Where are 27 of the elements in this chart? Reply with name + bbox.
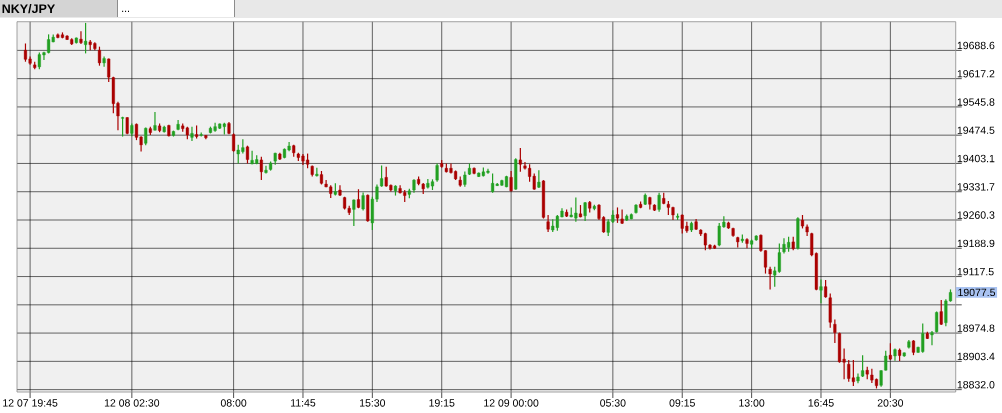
x-tick-label: 09:15 (669, 399, 695, 407)
x-tick-label: 05:30 (600, 399, 626, 407)
x-tick-label: 12 08 02:30 (104, 399, 160, 407)
x-tick-label: 08:00 (220, 399, 247, 407)
y-tick-label: 19331.7 (957, 183, 995, 191)
y-tick-label: 19260.3 (957, 211, 995, 219)
x-tick-label: 20:30 (877, 399, 904, 407)
y-tick-label: 19688.6 (957, 41, 995, 50)
x-tick-label: 13:00 (739, 399, 765, 407)
x-tick-label: 11:45 (291, 399, 316, 407)
x-tick-label: 19:15 (429, 399, 455, 407)
x-tick-label: 15:30 (360, 399, 386, 407)
y-tick-label: 19474.5 (957, 126, 995, 134)
x-tick-label: 16:45 (808, 399, 834, 407)
y-tick-label: 19117.5 (957, 267, 994, 276)
y-tick-label: 19545.8 (957, 98, 995, 106)
y-tick-label: 19403.1 (957, 154, 995, 163)
x-tick-label: 12 09 00:00 (484, 399, 539, 407)
x-tick-label: 12 07 19:45 (3, 399, 58, 407)
chart-title: NKY/JPY (2, 3, 55, 14)
y-tick-label: 19188.9 (957, 239, 995, 248)
y-tick-label: 18832.0 (957, 380, 995, 389)
text: 19077.5 (958, 288, 996, 297)
y-tick-label: 19617.2 (957, 70, 995, 78)
y-tick-label: 18974.8 (957, 324, 995, 332)
chart-subtitle: ... (122, 10, 129, 12)
y-tick-label: 18903.4 (957, 352, 995, 361)
